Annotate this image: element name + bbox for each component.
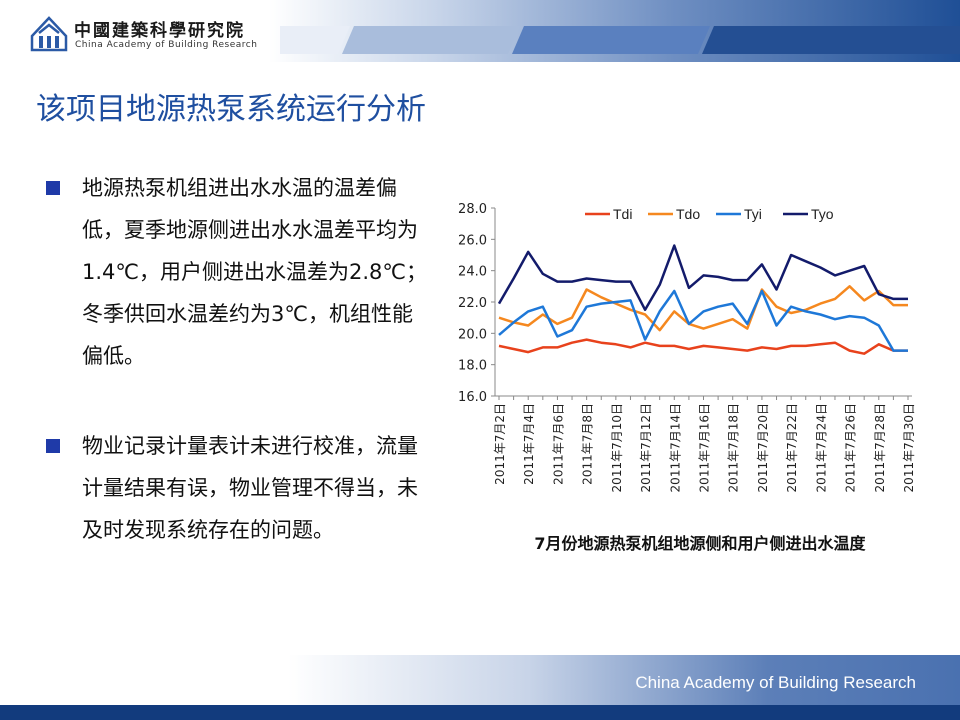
x-tick-label: 2011年7月4日 <box>522 403 536 485</box>
y-tick-label: 26.0 <box>458 233 487 248</box>
x-tick-label: 2011年7月30日 <box>902 403 916 492</box>
x-tick-label: 2011年7月26日 <box>844 403 858 492</box>
x-tick-label: 2011年7月18日 <box>727 403 741 492</box>
x-tick-label: 2011年7月8日 <box>581 403 595 485</box>
bullet-text-1: 地源热泵机组进出水水温的温差偏低，夏季地源侧进出水水温差平均为1.4℃，用户侧进… <box>82 176 427 368</box>
footer-bar <box>0 705 960 720</box>
logo-icon <box>30 16 68 52</box>
bullet-text-2: 物业记录计量表计未进行校准，流量计量结果有误，物业管理不得当，未及时发现系统存在… <box>82 434 418 542</box>
series-line-tyo <box>497 244 908 312</box>
y-tick-label: 28.0 <box>458 202 487 217</box>
bullet-marker-2 <box>46 439 60 453</box>
x-tick-label: 2011年7月16日 <box>698 403 712 492</box>
legend-label-tdi: Tdi <box>613 206 632 222</box>
y-tick-label: 24.0 <box>458 265 487 280</box>
series-line-tdo <box>498 285 908 332</box>
legend-label-tyo: Tyo <box>811 206 834 222</box>
x-tick-label: 2011年7月10日 <box>610 403 624 492</box>
legend-label-tdo: Tdo <box>676 206 700 222</box>
y-tick-label: 18.0 <box>458 359 487 374</box>
legend-label-tyi: Tyi <box>744 206 762 222</box>
y-tick-label: 20.0 <box>458 327 487 342</box>
x-tick-label: 2011年7月2日 <box>493 403 507 485</box>
chart-title: 7月份地源热泵机组地源侧和用户侧进出水温度 <box>534 534 866 553</box>
header-stripes <box>280 26 960 54</box>
org-name-en: China Academy of Building Research <box>75 40 258 50</box>
footer-text: China Academy of Building Research <box>635 673 916 692</box>
footer-band <box>0 655 960 705</box>
series-line-tyi <box>498 289 908 352</box>
temperature-chart: 16.0 18.0 20.0 22.0 24.0 26.0 28.0 2011年7月2日 201… <box>458 202 916 492</box>
x-tick-label: 2011年7月20日 <box>756 403 770 492</box>
y-tick-label: 16.0 <box>458 390 487 405</box>
page-title: 该项目地源热泵系统运行分析 <box>36 92 426 127</box>
x-tick-label: 2011年7月24日 <box>814 403 828 492</box>
x-tick-label: 2011年7月22日 <box>785 403 799 492</box>
y-tick-label: 22.0 <box>458 296 487 311</box>
x-tick-label: 2011年7月14日 <box>668 403 682 492</box>
bullet-marker-1 <box>46 181 60 195</box>
series-line-tdi <box>498 338 908 355</box>
org-name-cn: 中國建築科學研究院 <box>74 21 245 41</box>
x-tick-label: 2011年7月6日 <box>551 403 565 485</box>
x-tick-label: 2011年7月28日 <box>873 403 887 492</box>
x-tick-label: 2011年7月12日 <box>639 403 653 492</box>
